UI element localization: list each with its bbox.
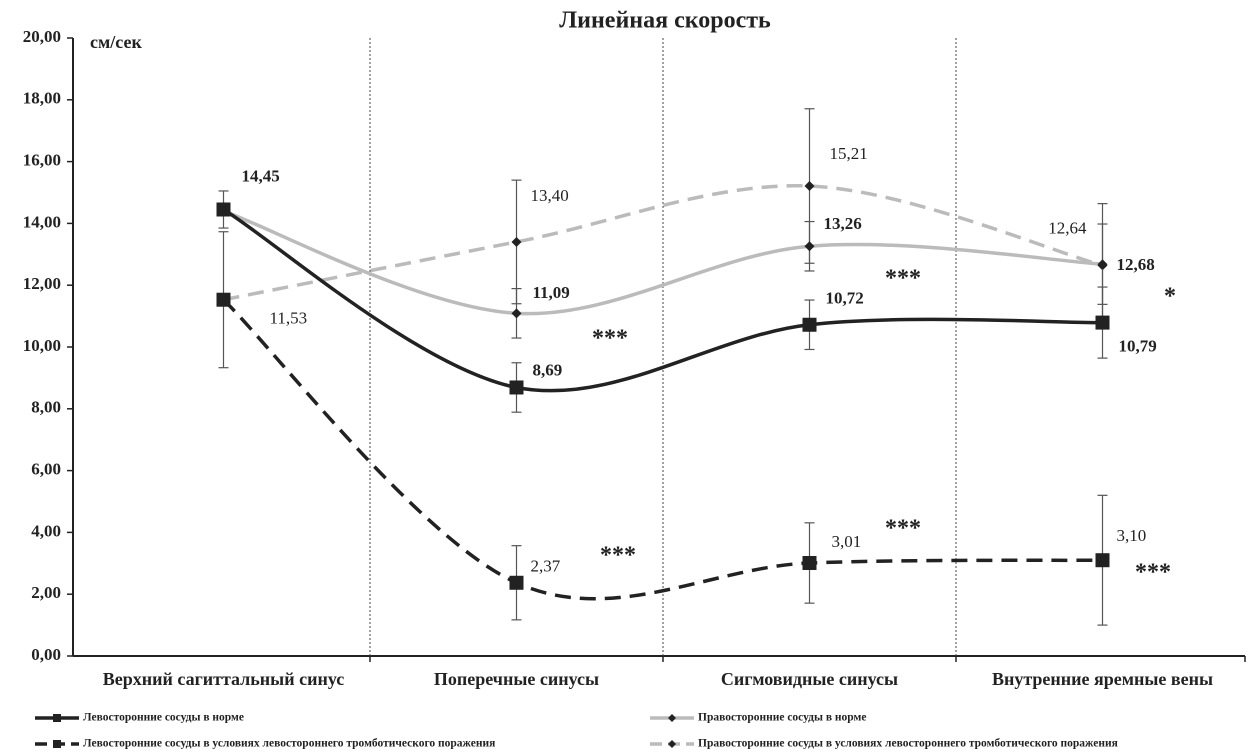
value-label: 11,53 bbox=[270, 309, 308, 328]
marker bbox=[804, 181, 815, 192]
value-label: 11,09 bbox=[533, 283, 570, 302]
value-label: 10,79 bbox=[1119, 336, 1157, 355]
y-tick-label: 20,00 bbox=[23, 27, 61, 46]
y-tick-label: 0,00 bbox=[31, 645, 61, 664]
y-tick-label: 18,00 bbox=[23, 89, 61, 108]
value-label: 13,40 bbox=[531, 186, 569, 205]
marker bbox=[802, 555, 817, 570]
legend-label: Левосторонние сосуды в условиях левостор… bbox=[83, 738, 495, 750]
x-tick-label: Внутренние яремные вены bbox=[992, 669, 1213, 689]
y-tick-label: 2,00 bbox=[31, 583, 61, 602]
y-tick-label: 4,00 bbox=[31, 521, 61, 540]
value-label: 8,69 bbox=[533, 360, 563, 379]
x-tick-label: Верхний сагиттальный синус bbox=[103, 669, 345, 689]
series-line bbox=[222, 298, 1103, 601]
marker bbox=[509, 380, 524, 395]
marker bbox=[1097, 259, 1108, 270]
series-line bbox=[223, 184, 1103, 302]
annotation: *** bbox=[592, 326, 628, 352]
marker bbox=[802, 317, 817, 332]
marker bbox=[1095, 315, 1110, 330]
series-line bbox=[222, 207, 1103, 393]
annotation: *** bbox=[885, 516, 921, 542]
marker bbox=[804, 241, 815, 252]
marker bbox=[216, 202, 231, 217]
annotation: *** bbox=[885, 266, 921, 292]
chart-title: Линейная скорость bbox=[559, 8, 771, 34]
value-label: 12,64 bbox=[1048, 218, 1087, 237]
annotation: * bbox=[1164, 284, 1176, 310]
y-tick-label: 6,00 bbox=[31, 460, 61, 479]
marker bbox=[216, 292, 231, 307]
marker bbox=[509, 575, 524, 590]
legend-marker bbox=[668, 740, 676, 748]
marker bbox=[511, 308, 522, 319]
value-label: 13,26 bbox=[824, 214, 862, 233]
legend-label: Правосторонние сосуды в норме bbox=[698, 712, 866, 724]
marker bbox=[1095, 553, 1110, 568]
legend-label: Левосторонние сосуды в норме bbox=[83, 712, 244, 724]
legend-marker bbox=[53, 740, 61, 748]
value-label: 2,37 bbox=[531, 557, 561, 576]
value-label: 12,68 bbox=[1117, 255, 1155, 274]
value-label: 14,45 bbox=[242, 166, 280, 185]
y-tick-label: 14,00 bbox=[23, 212, 61, 231]
legend-marker bbox=[668, 714, 676, 722]
series-line bbox=[222, 209, 1103, 316]
value-label: 3,10 bbox=[1117, 526, 1147, 545]
legend-label: Правосторонние сосуды в условиях левосто… bbox=[698, 738, 1118, 750]
value-label: 10,72 bbox=[826, 289, 864, 308]
y-tick-label: 16,00 bbox=[23, 151, 61, 170]
annotation: *** bbox=[1135, 560, 1171, 586]
y-tick-label: 8,00 bbox=[31, 398, 61, 417]
y-axis-label: см/сек bbox=[90, 32, 142, 52]
x-tick-label: Поперечные синусы bbox=[434, 669, 599, 689]
legend-marker bbox=[53, 714, 61, 722]
value-label: 3,01 bbox=[832, 532, 862, 551]
marker bbox=[511, 236, 522, 247]
x-tick-label: Сигмовидные синусы bbox=[721, 669, 898, 689]
annotation: *** bbox=[600, 543, 636, 569]
y-tick-label: 12,00 bbox=[23, 274, 61, 293]
y-tick-label: 10,00 bbox=[23, 336, 61, 355]
value-label: 15,21 bbox=[830, 144, 868, 163]
